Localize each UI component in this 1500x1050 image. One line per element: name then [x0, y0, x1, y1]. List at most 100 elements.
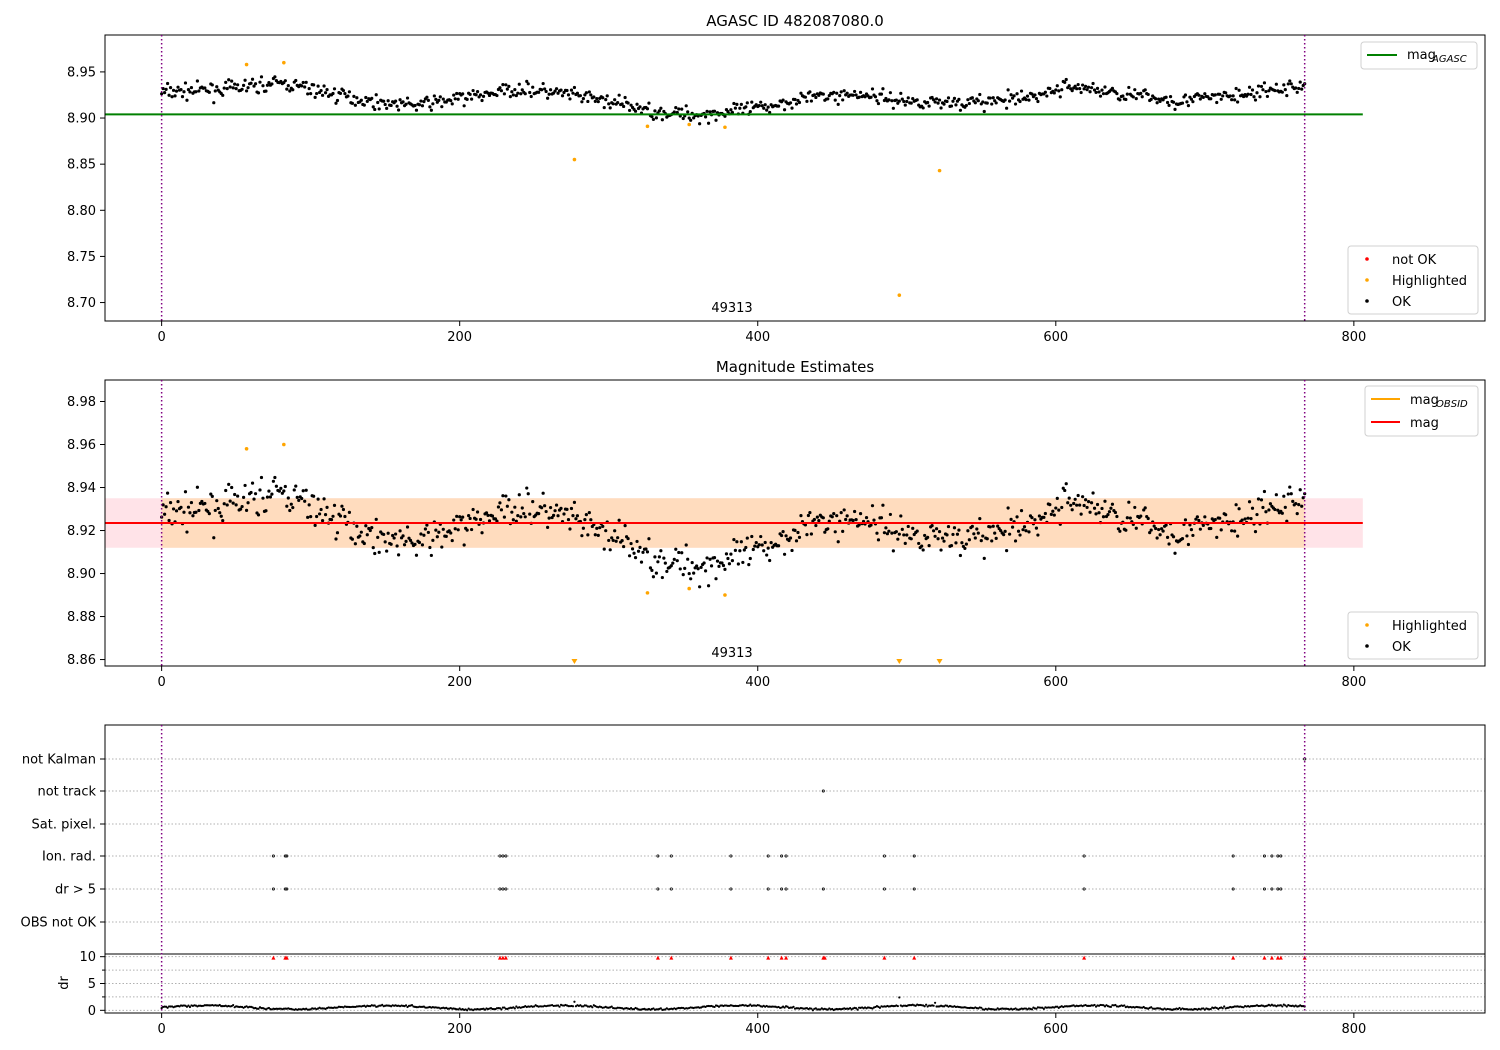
ok-point [160, 92, 164, 96]
ok-point [1197, 518, 1201, 523]
dr-clipped-marker [497, 955, 502, 960]
ok-point [617, 93, 621, 97]
ok-point [529, 94, 533, 99]
ok-point [729, 552, 733, 556]
ok-point [617, 518, 621, 522]
ok-point [188, 90, 192, 94]
flag-point [1082, 887, 1086, 891]
flag-point [285, 887, 289, 891]
off-scale-marker [571, 659, 578, 664]
ok-point [991, 524, 995, 528]
ok-point [759, 100, 763, 104]
ok-point [1116, 527, 1120, 531]
flag-point [1262, 854, 1266, 858]
ok-point [373, 107, 377, 112]
dr-clipped-marker [882, 955, 887, 960]
ok-point [432, 94, 436, 98]
ok-point [726, 556, 730, 561]
ok-point [836, 102, 840, 106]
ok-point [1146, 516, 1150, 521]
ok-point [730, 559, 735, 563]
ok-point [163, 91, 167, 95]
ok-point [329, 518, 334, 522]
ok-point [1250, 506, 1255, 510]
ok-point [659, 549, 663, 553]
ok-point [1008, 532, 1012, 536]
ok-point [748, 109, 752, 114]
ok-point [966, 529, 970, 533]
ok-point [911, 97, 915, 101]
ok-point [1094, 90, 1098, 95]
ok-point [596, 100, 600, 104]
ok-point [708, 110, 712, 114]
ok-point [598, 526, 602, 530]
ok-point [876, 101, 881, 106]
dr-point [1150, 1006, 1153, 1009]
ok-point [332, 87, 337, 91]
ok-point [900, 527, 904, 531]
flag-point [784, 854, 788, 858]
ok-point [335, 98, 340, 103]
dr-point [188, 1005, 192, 1009]
dr-point [1114, 1003, 1117, 1007]
ok-point [797, 535, 802, 539]
ok-point [808, 90, 812, 94]
ok-point [1224, 513, 1228, 517]
ok-point [601, 96, 605, 100]
dr-point [410, 1004, 414, 1007]
ok-point [662, 556, 666, 560]
ok-point [905, 99, 909, 104]
x-tick-label: 600 [1043, 675, 1068, 690]
ok-point [471, 507, 475, 512]
ok-point [766, 546, 770, 550]
dr-point [533, 1005, 536, 1008]
flag-labels: not Kalman not track Sat. pixel. Ion. rad. d… [21, 753, 105, 931]
ok-point [1259, 84, 1264, 89]
ok-point [554, 503, 559, 507]
ok-point [370, 96, 374, 100]
ok-point [1218, 92, 1222, 96]
ok-point [605, 94, 609, 98]
ok-point [946, 524, 951, 529]
ok-point [498, 501, 502, 505]
ok-point [319, 507, 323, 512]
legend-label-mag: mag [1410, 416, 1439, 431]
ok-point [315, 91, 319, 96]
ok-point [508, 95, 512, 99]
ok-point [826, 97, 830, 101]
ok-point [435, 535, 439, 539]
flag-point [1270, 887, 1274, 891]
dr-clipped-marker [912, 955, 917, 960]
ok-point [870, 504, 875, 508]
legend-marker-ok [1365, 644, 1369, 648]
flag-point [1276, 887, 1280, 891]
ok-point [891, 106, 895, 110]
ok-point [225, 503, 229, 507]
ok-point [1285, 93, 1289, 98]
dr-clipped-marker [271, 955, 276, 960]
ok-point [633, 109, 638, 113]
ok-point [304, 80, 308, 84]
ok-point [739, 102, 743, 106]
ok-point [1253, 98, 1258, 102]
ok-point [405, 525, 410, 529]
ok-point [660, 118, 664, 122]
ok-point [426, 530, 430, 535]
ok-point [355, 96, 359, 100]
ok-point [179, 505, 183, 509]
ok-point [452, 93, 456, 97]
dr-point [810, 1007, 813, 1010]
ok-point [1060, 505, 1064, 510]
ok-point [1115, 514, 1119, 519]
ok-point [754, 540, 758, 545]
ok-point [934, 97, 939, 101]
ok-point [484, 511, 489, 515]
ok-point [683, 566, 687, 570]
ok-point [165, 81, 170, 86]
ok-point [949, 543, 954, 548]
legend-label-mag: mag [1407, 48, 1436, 63]
ok-point [452, 518, 456, 522]
ok-point [635, 102, 639, 106]
ok-point [404, 539, 408, 543]
ok-point [733, 548, 737, 552]
